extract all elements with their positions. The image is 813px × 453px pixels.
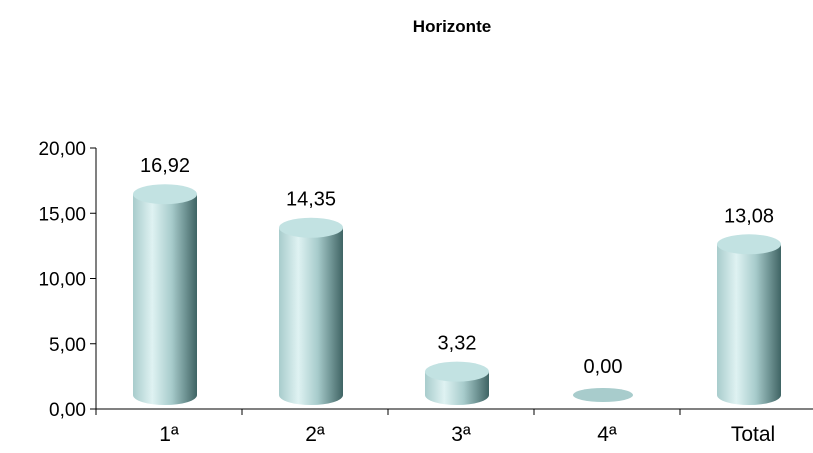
bar: [425, 361, 489, 405]
bar-body: [717, 244, 781, 405]
bar-top: [279, 217, 343, 238]
bar: [573, 388, 633, 402]
bar: [717, 234, 781, 405]
y-axis: 0,00 5,00 10,00 15,00 20,00: [38, 139, 97, 421]
data-label: 3,32: [438, 333, 477, 355]
data-label: 14,35: [286, 189, 336, 211]
bar-top: [717, 234, 781, 255]
bars: [133, 184, 781, 405]
bar-top: [425, 361, 489, 382]
y-tick-label: 10,00: [38, 270, 86, 291]
x-axis: 1ª 2ª 3ª 4ª Total: [95, 408, 813, 446]
bar-body: [279, 227, 343, 405]
x-tick-label: 1ª: [159, 423, 179, 446]
x-tick-label: 4ª: [597, 423, 617, 446]
data-label: 16,92: [140, 155, 190, 177]
chart-title: Horizonte: [413, 17, 491, 36]
y-tick-label: 5,00: [49, 335, 86, 356]
data-label: 0,00: [584, 356, 623, 378]
x-tick-label: 2ª: [305, 423, 325, 446]
bar-top: [133, 184, 197, 205]
x-tick-label: Total: [731, 423, 775, 446]
bar-body: [133, 194, 197, 405]
y-tick-label: 20,00: [38, 139, 86, 160]
y-tick-label: 0,00: [49, 400, 86, 421]
bar: [133, 184, 197, 405]
bar: [279, 217, 343, 405]
y-tick-label: 15,00: [38, 204, 86, 225]
x-tick-label: 3ª: [451, 423, 471, 446]
bar-flat: [573, 388, 633, 402]
data-labels: 16,92 14,35 3,32 0,00 13,08: [140, 155, 774, 378]
data-label: 13,08: [724, 205, 774, 227]
